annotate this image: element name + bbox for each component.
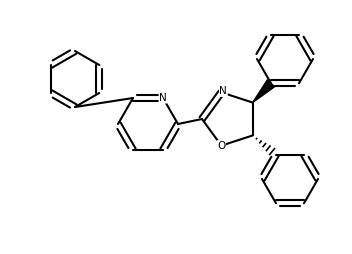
Text: N: N (159, 93, 167, 103)
Text: O: O (217, 141, 226, 151)
Text: N: N (220, 86, 227, 96)
Polygon shape (253, 80, 275, 103)
